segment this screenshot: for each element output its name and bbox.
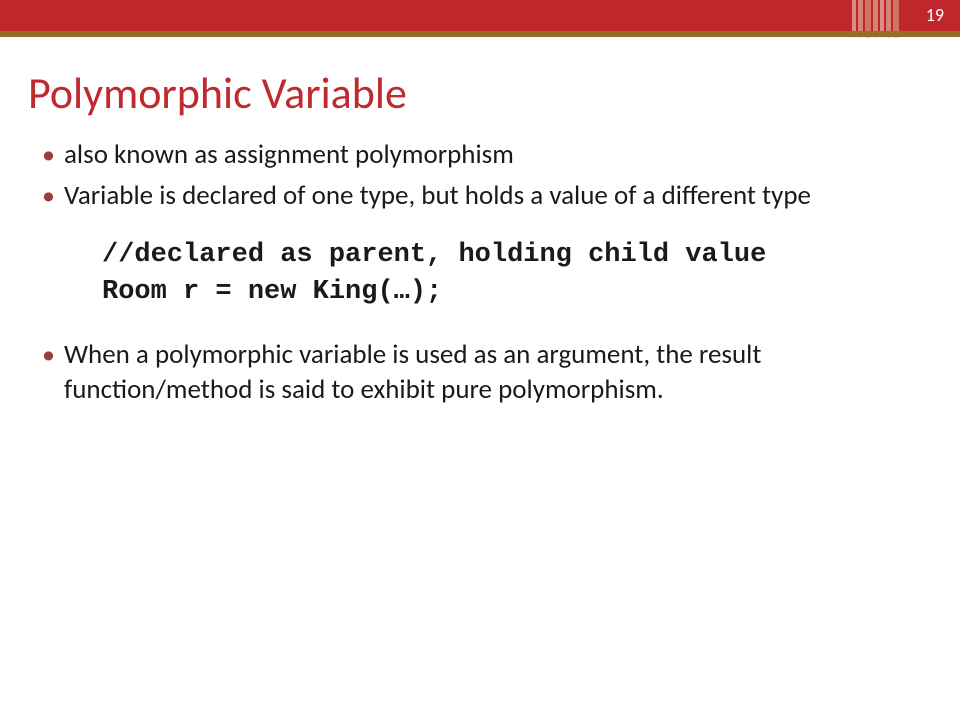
code-line: //declared as parent, holding child valu… [102,240,766,270]
bullet-text: When a polymorphic variable is used as a… [64,338,761,406]
bullet-list: When a polymorphic variable is used as a… [40,338,920,407]
header-red-band [0,0,960,31]
bullet-list: also known as assignment polymorphism Va… [40,138,920,213]
bullet-item: When a polymorphic variable is used as a… [40,338,920,407]
code-line: Room r = new King(…); [102,277,442,307]
page-number: 19 [926,4,944,26]
slide-content: also known as assignment polymorphism Va… [0,138,960,407]
header-brown-band [0,31,960,37]
bullet-text: Variable is declared of one type, but ho… [64,179,811,212]
bullet-item: Variable is declared of one type, but ho… [40,179,920,214]
header-bar: 19 [0,0,960,38]
bullet-text: also known as assignment polymorphism [64,138,514,171]
slide-title: Polymorphic Variable [28,66,960,120]
code-block: //declared as parent, holding child valu… [102,237,920,310]
bullet-item: also known as assignment polymorphism [40,138,920,173]
